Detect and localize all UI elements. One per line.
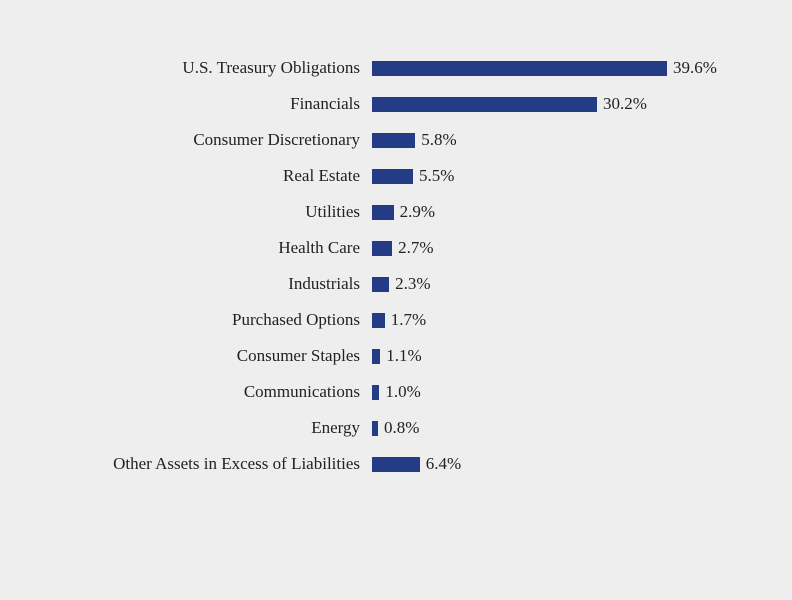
chart-row: Energy 0.8% (40, 410, 752, 446)
bar-value: 1.7% (391, 310, 426, 330)
chart-row: Consumer Discretionary 5.8% (40, 122, 752, 158)
bar-wrap: 6.4% (372, 454, 752, 474)
chart-row: Health Care 2.7% (40, 230, 752, 266)
bar-label: Consumer Discretionary (40, 130, 372, 150)
bar-value: 1.1% (386, 346, 421, 366)
bar-wrap: 2.3% (372, 274, 752, 294)
chart-row: Consumer Staples 1.1% (40, 338, 752, 374)
bar-label: Financials (40, 94, 372, 114)
chart-row: Communications 1.0% (40, 374, 752, 410)
chart-row: U.S. Treasury Obligations 39.6% (40, 50, 752, 86)
bar-wrap: 39.6% (372, 58, 752, 78)
bar-wrap: 1.0% (372, 382, 752, 402)
bar-label: Real Estate (40, 166, 372, 186)
bar (372, 421, 378, 436)
bar-value: 2.3% (395, 274, 430, 294)
bar-value: 6.4% (426, 454, 461, 474)
bar (372, 133, 415, 148)
bar-value: 1.0% (385, 382, 420, 402)
bar (372, 97, 597, 112)
bar (372, 205, 394, 220)
bar-label: Purchased Options (40, 310, 372, 330)
bar-wrap: 5.5% (372, 166, 752, 186)
bar (372, 349, 380, 364)
bar-value: 39.6% (673, 58, 717, 78)
bar (372, 313, 385, 328)
bar (372, 169, 413, 184)
bar-label: Consumer Staples (40, 346, 372, 366)
chart-row: Other Assets in Excess of Liabilities 6.… (40, 446, 752, 482)
bar (372, 61, 667, 76)
chart-row: Financials 30.2% (40, 86, 752, 122)
bar-label: Health Care (40, 238, 372, 258)
bar-label: Communications (40, 382, 372, 402)
bar (372, 241, 392, 256)
bar-value: 5.5% (419, 166, 454, 186)
bar (372, 457, 420, 472)
bar-wrap: 5.8% (372, 130, 752, 150)
bar-value: 5.8% (421, 130, 456, 150)
bar-value: 2.9% (400, 202, 435, 222)
bar-value: 0.8% (384, 418, 419, 438)
bar-label: U.S. Treasury Obligations (40, 58, 372, 78)
chart-row: Industrials 2.3% (40, 266, 752, 302)
bar-wrap: 2.9% (372, 202, 752, 222)
bar-wrap: 1.7% (372, 310, 752, 330)
bar-label: Energy (40, 418, 372, 438)
chart-row: Purchased Options 1.7% (40, 302, 752, 338)
chart-row: Real Estate 5.5% (40, 158, 752, 194)
bar-wrap: 30.2% (372, 94, 752, 114)
bar (372, 277, 389, 292)
bar-value: 2.7% (398, 238, 433, 258)
bar-label: Utilities (40, 202, 372, 222)
chart-row: Utilities 2.9% (40, 194, 752, 230)
bar (372, 385, 379, 400)
bar-label: Other Assets in Excess of Liabilities (40, 454, 372, 474)
bar-value: 30.2% (603, 94, 647, 114)
bar-wrap: 2.7% (372, 238, 752, 258)
allocation-bar-chart: U.S. Treasury Obligations 39.6% Financia… (0, 0, 792, 600)
bar-wrap: 1.1% (372, 346, 752, 366)
bar-label: Industrials (40, 274, 372, 294)
bar-wrap: 0.8% (372, 418, 752, 438)
